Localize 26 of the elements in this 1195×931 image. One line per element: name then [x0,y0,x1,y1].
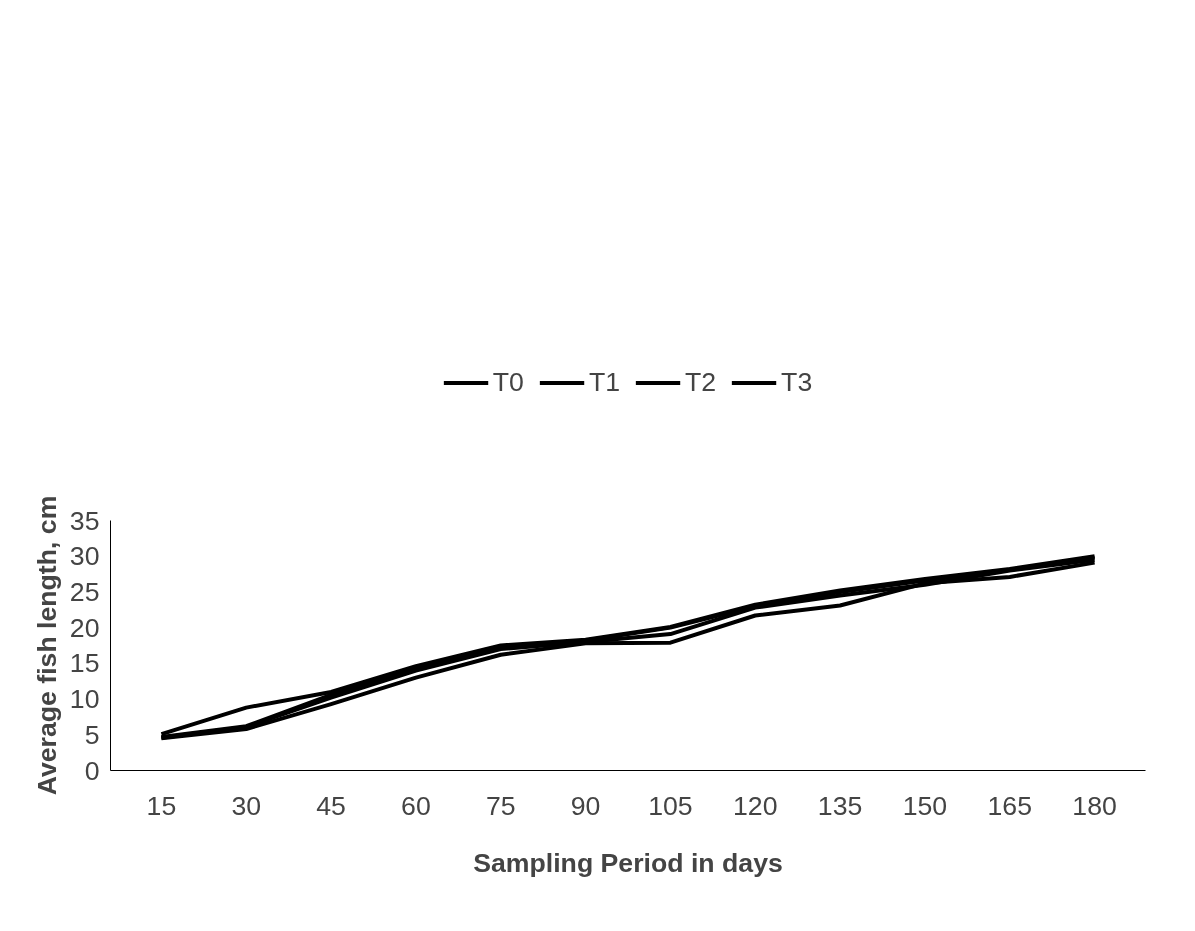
x-tick-label: 90 [570,790,601,821]
y-tick-label: 35 [69,505,100,536]
x-tick-label: 150 [902,790,948,821]
legend-label: T0 [492,366,524,398]
x-tick-label: 15 [146,790,177,821]
x-tick-label: 120 [733,790,778,821]
y-tick-label: 0 [84,755,100,786]
legend-label: T3 [781,366,813,398]
legend-label: T2 [685,366,717,398]
y-tick-label: 5 [84,719,100,750]
x-tick-label: 30 [231,790,262,821]
x-tick-label: 135 [817,790,863,821]
legend-label: T1 [588,366,620,398]
y-tick-label: 10 [69,684,100,715]
x-tick-label: 180 [1072,790,1117,821]
x-tick-label: 105 [648,790,693,821]
x-tick-label: 75 [485,790,516,821]
y-tick-label: 30 [69,541,100,572]
x-tick-label: 45 [316,790,346,821]
x-tick-label: 165 [987,790,1033,821]
x-tick-label: 60 [401,790,431,821]
y-tick-label: 25 [69,576,100,607]
y-tick-label: 15 [69,648,100,679]
y-tick-label: 20 [69,612,100,643]
y-axis-title: Average fish length, cm [31,495,62,796]
x-axis-title: Sampling Period in days [473,847,783,878]
